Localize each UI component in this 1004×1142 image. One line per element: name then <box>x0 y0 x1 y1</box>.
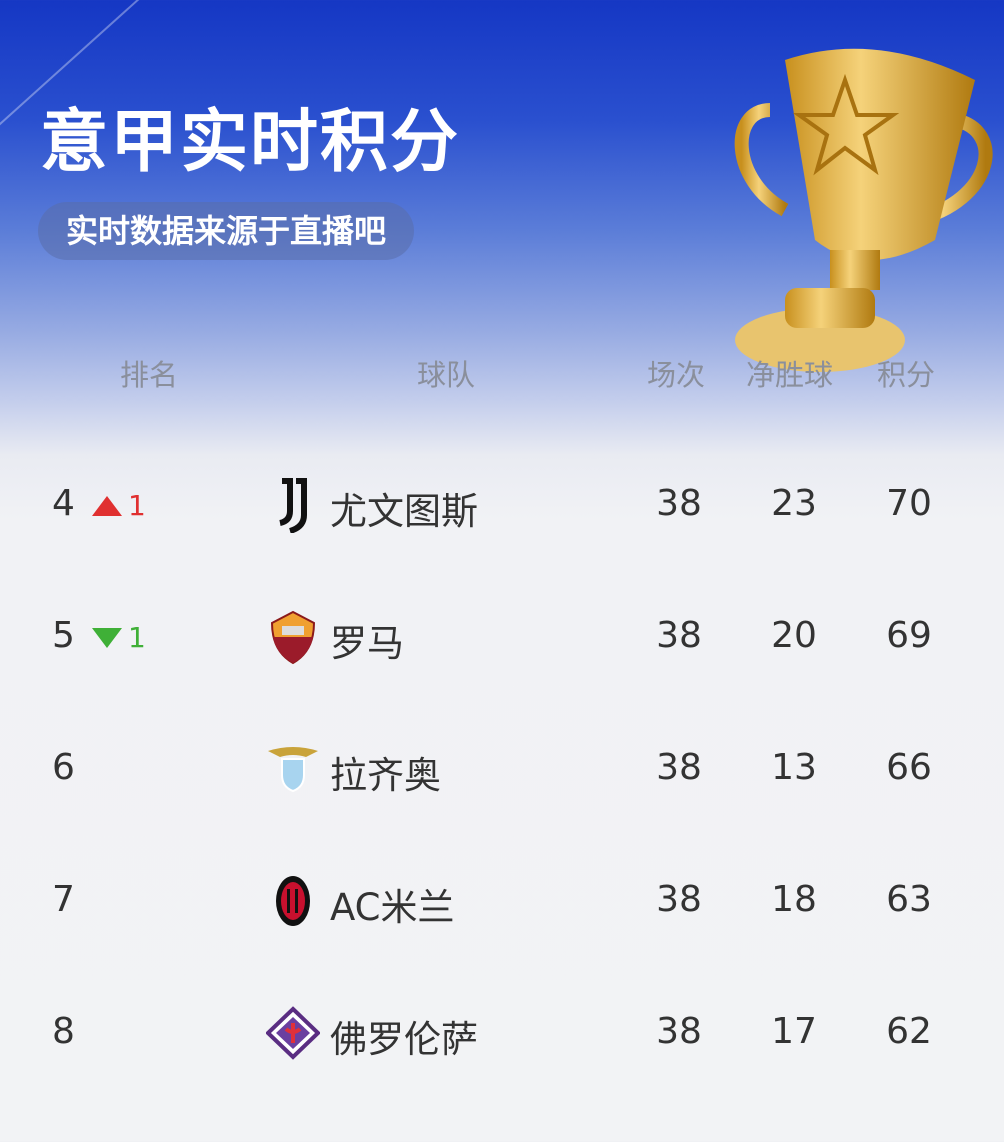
rank: 8 <box>52 1011 75 1052</box>
rank: 4 <box>52 483 75 524</box>
juventus-logo <box>266 477 320 534</box>
team-name[interactable]: AC米兰 <box>330 886 455 929</box>
table-row[interactable]: 8 佛罗伦萨 38 17 62 <box>0 1003 1004 1063</box>
rank-change: 1 <box>92 489 146 522</box>
goal-diff: 17 <box>771 1011 817 1052</box>
table-row[interactable]: 4 1 尤文图斯 38 23 70 <box>0 475 1004 535</box>
table-row[interactable]: 6 拉齐奥 38 13 66 <box>0 739 1004 799</box>
points: 69 <box>886 615 932 656</box>
goal-diff: 18 <box>771 879 817 920</box>
played: 38 <box>656 615 702 656</box>
played: 38 <box>656 483 702 524</box>
points: 62 <box>886 1011 932 1052</box>
roma-logo <box>266 609 320 665</box>
page-title: 意甲实时积分 <box>40 103 461 182</box>
rank-change-value: 1 <box>128 489 146 522</box>
column-header-team: 球队 <box>417 358 476 392</box>
played: 38 <box>656 747 702 788</box>
played: 38 <box>656 1011 702 1052</box>
table-row[interactable]: 7 AC米兰 38 18 63 <box>0 871 1004 931</box>
team-name[interactable]: 佛罗伦萨 <box>330 1018 478 1061</box>
points: 63 <box>886 879 932 920</box>
column-header-played: 场次 <box>647 358 706 392</box>
rank: 7 <box>52 879 75 920</box>
played: 38 <box>656 879 702 920</box>
team-name[interactable]: 罗马 <box>330 622 404 665</box>
rank-change: 1 <box>92 621 146 654</box>
rank: 5 <box>52 615 75 656</box>
points: 70 <box>886 483 932 524</box>
points: 66 <box>886 747 932 788</box>
column-header-points: 积分 <box>877 358 936 392</box>
goal-diff: 20 <box>771 615 817 656</box>
team-name[interactable]: 拉齐奥 <box>330 754 441 797</box>
table-row[interactable]: 5 1 罗马 38 20 69 <box>0 607 1004 667</box>
trophy-icon <box>734 48 993 372</box>
column-header-rank: 排名 <box>120 358 179 392</box>
goal-diff: 23 <box>771 483 817 524</box>
lazio-logo <box>266 741 320 797</box>
goal-diff: 13 <box>771 747 817 788</box>
fiorentina-logo <box>265 1005 321 1061</box>
rank-change-value: 1 <box>128 621 146 654</box>
team-name[interactable]: 尤文图斯 <box>330 490 478 533</box>
source-badge: 实时数据来源于直播吧 <box>38 202 415 260</box>
ac-milan-logo <box>266 873 320 929</box>
column-header-goal-diff: 净胜球 <box>746 358 834 392</box>
arrow-up-icon <box>92 495 122 516</box>
arrow-down-icon <box>92 627 122 648</box>
rank: 6 <box>52 747 75 788</box>
